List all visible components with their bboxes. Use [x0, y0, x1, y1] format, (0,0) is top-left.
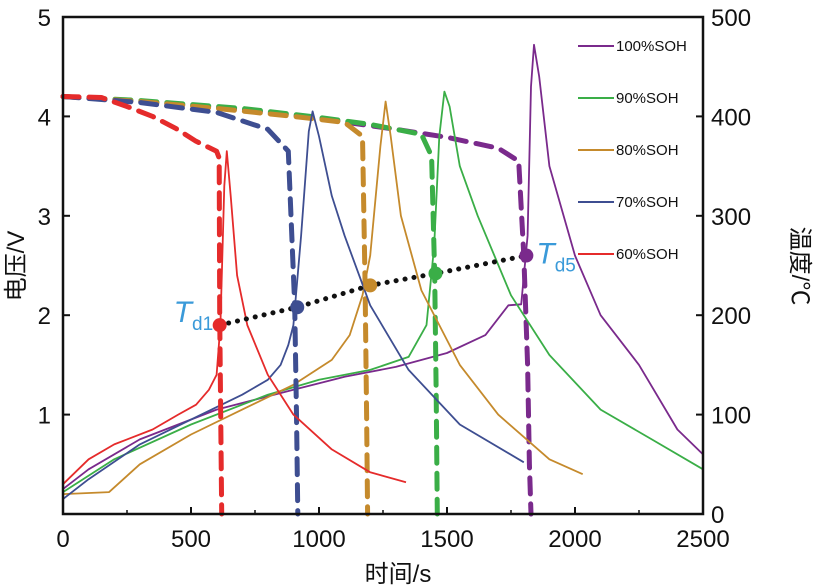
td-point-90pct-soh: [428, 266, 443, 281]
y-right-axis-title: 温度/℃: [786, 227, 813, 306]
plot-area: [63, 17, 703, 514]
y-right-tick-label: 500: [711, 5, 751, 32]
temperature-line-90pct-soh: [62, 90, 704, 493]
legend-label-100pct-soh: 100%SOH: [616, 38, 687, 55]
legend-label-60pct-soh: 60%SOH: [616, 246, 679, 263]
annotation-td5: Td5: [536, 238, 575, 277]
x-tick-label: 0: [56, 526, 69, 553]
td-point-100pct-soh: [519, 248, 534, 263]
annotation-main: T: [536, 238, 557, 271]
td-point-80pct-soh: [363, 278, 378, 293]
temperature-line-70pct-soh: [62, 110, 525, 500]
td-point-70pct-soh: [290, 300, 305, 315]
annotation-main: T: [174, 296, 195, 329]
temperature-line-60pct-soh: [62, 150, 407, 485]
voltage-line-70pct-soh: [60, 94, 301, 517]
y-left-axis-title: 电压/V: [3, 231, 30, 302]
x-tick-label: 500: [171, 526, 211, 553]
legend-label-80pct-soh: 80%SOH: [616, 142, 679, 159]
x-tick-label: 2500: [676, 526, 729, 553]
x-tick-label: 1500: [420, 526, 473, 553]
y-left-tick-label: 1: [38, 403, 51, 430]
y-left-tick-label: 3: [38, 204, 51, 231]
x-axis-title: 时间/s: [365, 561, 432, 586]
legend-label-70pct-soh: 70%SOH: [616, 194, 679, 211]
x-tick-label: 2000: [548, 526, 601, 553]
voltage-line-60pct-soh: [60, 94, 225, 517]
temperature-line-100pct-soh: [62, 43, 704, 490]
x-tick-label: 1000: [292, 526, 345, 553]
legend-label-90pct-soh: 90%SOH: [616, 90, 679, 107]
y-right-tick-label: 400: [711, 104, 751, 131]
y-right-tick-label: 100: [711, 403, 751, 430]
annotation-sub: d5: [555, 256, 576, 277]
y-left-tick-label: 2: [38, 303, 51, 330]
y-right-tick-label: 200: [711, 303, 751, 330]
y-left-tick-label: 5: [38, 5, 51, 32]
annotation-td1: Td1: [174, 296, 213, 335]
temperature-line-80pct-soh: [62, 100, 584, 495]
y-left-tick-label: 4: [38, 104, 51, 131]
y-right-tick-label: 0: [711, 502, 724, 529]
y-right-tick-label: 300: [711, 204, 751, 231]
td-point-60pct-soh: [212, 318, 227, 333]
annotation-sub: d1: [192, 314, 213, 335]
